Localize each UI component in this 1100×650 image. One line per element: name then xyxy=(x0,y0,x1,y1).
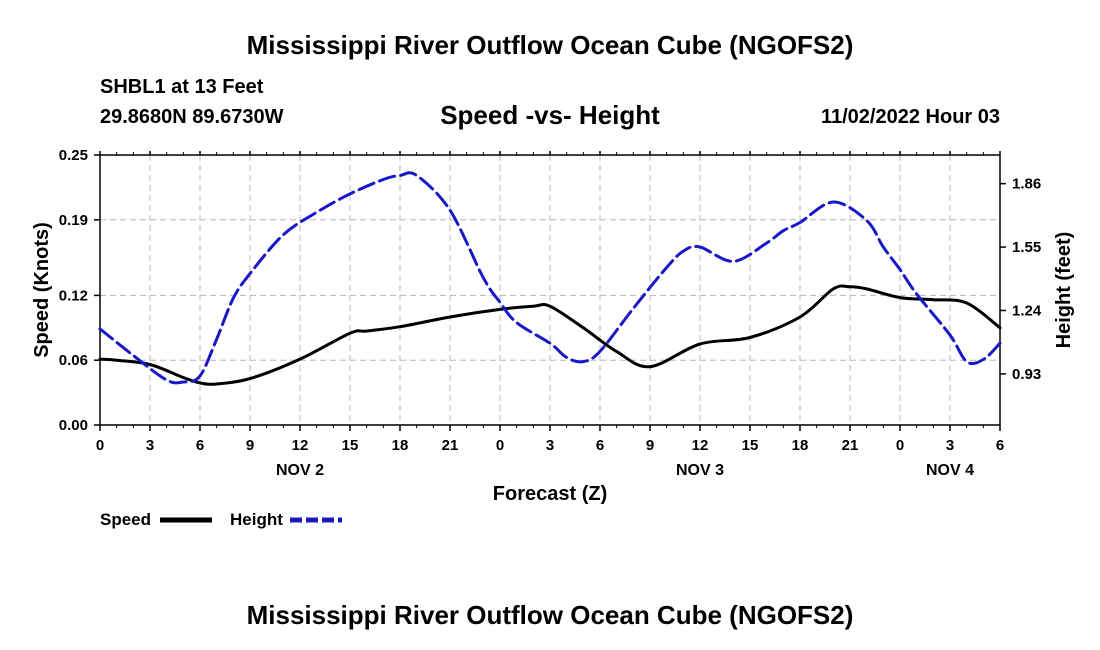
legend-height-label: Height xyxy=(230,510,283,529)
y-left-tick-label: 0.25 xyxy=(59,147,88,164)
x-tick-label: 18 xyxy=(392,437,409,454)
y-left-tick-label: 0.19 xyxy=(59,212,88,229)
y-left-tick-label: 0.00 xyxy=(59,417,88,434)
forecast-datetime: 11/02/2022 Hour 03 xyxy=(820,106,1000,128)
day-label: NOV 3 xyxy=(676,462,724,479)
day-label: NOV 4 xyxy=(926,462,974,479)
x-tick-label: 9 xyxy=(246,437,254,454)
bottom-title: Mississippi River Outflow Ocean Cube (NG… xyxy=(246,600,854,630)
y-right-tick-label: 1.86 xyxy=(1012,176,1041,193)
x-tick-label: 6 xyxy=(996,437,1004,454)
x-tick-label: 15 xyxy=(342,437,359,454)
x-tick-label: 12 xyxy=(692,437,709,454)
x-tick-label: 3 xyxy=(946,437,954,454)
x-tick-label: 21 xyxy=(442,437,459,454)
chart-title: Speed -vs- Height xyxy=(440,100,660,130)
y-right-tick-label: 0.93 xyxy=(1012,366,1041,383)
x-tick-label: 3 xyxy=(546,437,554,454)
x-tick-label: 0 xyxy=(896,437,904,454)
x-tick-label: 9 xyxy=(646,437,654,454)
x-tick-label: 15 xyxy=(742,437,759,454)
station-label: SHBL1 at 13 Feet xyxy=(100,76,264,98)
station-coordinates: 29.8680N 89.6730W xyxy=(100,106,284,128)
y-right-tick-label: 1.55 xyxy=(1012,239,1041,256)
x-tick-label: 18 xyxy=(792,437,809,454)
y-axis-right-label: Height (feet) xyxy=(1053,232,1075,349)
x-tick-label: 6 xyxy=(196,437,204,454)
x-tick-label: 3 xyxy=(146,437,154,454)
x-axis-label: Forecast (Z) xyxy=(493,483,607,505)
y-left-tick-label: 0.06 xyxy=(59,352,88,369)
x-tick-label: 0 xyxy=(496,437,504,454)
speed-series-line xyxy=(98,284,1002,386)
y-right-tick-label: 1.24 xyxy=(1012,302,1042,319)
x-tick-label: 0 xyxy=(96,437,104,454)
top-title: Mississippi River Outflow Ocean Cube (NG… xyxy=(246,30,854,60)
x-tick-label: 12 xyxy=(292,437,309,454)
y-left-tick-label: 0.12 xyxy=(59,287,88,304)
legend: Speed Height xyxy=(100,510,342,529)
x-tick-label: 21 xyxy=(842,437,859,454)
height-series-line xyxy=(98,171,1002,385)
day-label: NOV 2 xyxy=(276,462,324,479)
y-axis-left-label: Speed (Knots) xyxy=(31,222,53,358)
legend-speed-label: Speed xyxy=(100,510,151,529)
speed-height-chart: 0 3 6 9 12 15 18 21 0 3 6 9 12 15 18 21 0 3 6 NOV 2 NOV 3 NOV… xyxy=(31,147,1075,529)
x-tick-label: 6 xyxy=(596,437,604,454)
